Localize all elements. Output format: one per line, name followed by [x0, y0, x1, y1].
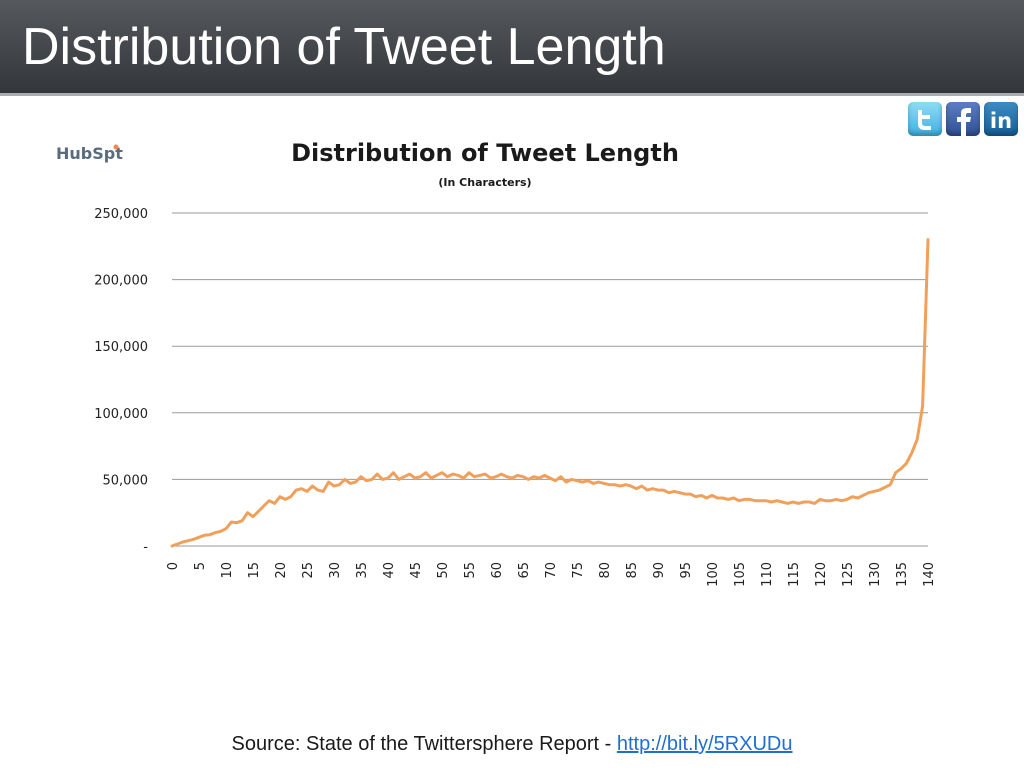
- facebook-share-button[interactable]: [946, 102, 980, 136]
- x-tick-label: 5: [193, 562, 208, 570]
- chart-subtitle: (In Characters): [438, 176, 531, 189]
- series-line-0: [170, 238, 930, 548]
- x-tick-label: 75: [571, 562, 586, 579]
- y-tick-label: -: [143, 540, 148, 555]
- chart-series: [170, 238, 930, 548]
- x-tick-label: 95: [679, 562, 694, 579]
- x-tick-label: 15: [247, 562, 262, 579]
- twitter-share-button[interactable]: [908, 102, 942, 136]
- x-tick-label: 120: [814, 562, 829, 587]
- linkedin-icon-label: in: [990, 109, 1012, 133]
- y-tick-label: 50,000: [103, 473, 149, 488]
- x-tick-label: 55: [463, 562, 478, 579]
- x-tick-label: 85: [625, 562, 640, 579]
- y-axis-ticks: - 50,000 100,000 150,000 200,000 250,000: [94, 207, 148, 555]
- x-tick-label: 50: [436, 562, 451, 579]
- logo-text-c: t: [115, 144, 123, 163]
- x-tick-label: 35: [355, 562, 370, 579]
- source-citation: Source: State of the Twittersphere Repor…: [0, 733, 1024, 756]
- x-tick-label: 125: [841, 562, 856, 587]
- logo-sprocket-dot: [113, 144, 119, 150]
- x-tick-label: 140: [922, 562, 937, 587]
- x-tick-label: 20: [274, 562, 289, 579]
- x-tick-label: 110: [760, 562, 775, 587]
- svg-text:HubSpt: HubSpt: [56, 144, 123, 163]
- x-tick-label: 40: [382, 562, 397, 579]
- slide-header: Distribution of Tweet Length: [0, 0, 1024, 96]
- hubspot-logo-mark: HubSpt: [56, 144, 123, 163]
- x-tick-label: 90: [652, 562, 667, 579]
- x-tick-label: 0: [166, 562, 181, 570]
- x-axis-ticks: 0 5 10 15 20 25 30 35 40 45 50 55 60 65 70 75 80 85 90 95 10…: [166, 562, 937, 587]
- y-tick-label: 200,000: [94, 274, 148, 289]
- x-tick-label: 130: [868, 562, 883, 587]
- x-tick-label: 25: [301, 562, 316, 579]
- chart-gridlines: [172, 212, 928, 547]
- x-tick-label: 100: [706, 562, 721, 587]
- x-tick-label: 10: [220, 562, 235, 579]
- social-share-bar: in: [908, 102, 1018, 136]
- y-tick-label: 150,000: [94, 340, 148, 355]
- hubspot-logo: HubSpt: [56, 138, 146, 168]
- x-tick-label: 105: [733, 562, 748, 587]
- source-link[interactable]: http://bit.ly/5RXUDu: [616, 733, 793, 755]
- x-tick-label: 45: [409, 562, 424, 579]
- twitter-icon: [918, 110, 931, 130]
- x-tick-label: 70: [544, 562, 559, 579]
- linkedin-icon: in: [990, 109, 1012, 133]
- logo-text-a: HubS: [56, 144, 104, 163]
- source-text: Source: State of the Twittersphere Repor…: [231, 733, 617, 755]
- y-tick-label: 250,000: [94, 207, 148, 222]
- chart-title: Distribution of Tweet Length: [291, 139, 679, 167]
- x-tick-label: 30: [328, 562, 343, 579]
- x-tick-label: 115: [787, 562, 802, 587]
- linkedin-share-button[interactable]: in: [984, 102, 1018, 136]
- x-tick-label: 135: [895, 562, 910, 587]
- logo-text-b: p: [104, 144, 115, 163]
- y-tick-label: 100,000: [94, 407, 148, 422]
- x-tick-label: 60: [490, 562, 505, 579]
- x-tick-label: 80: [598, 562, 613, 579]
- slide-title: Distribution of Tweet Length: [22, 18, 666, 76]
- facebook-icon: [957, 108, 971, 136]
- x-tick-label: 65: [517, 562, 532, 579]
